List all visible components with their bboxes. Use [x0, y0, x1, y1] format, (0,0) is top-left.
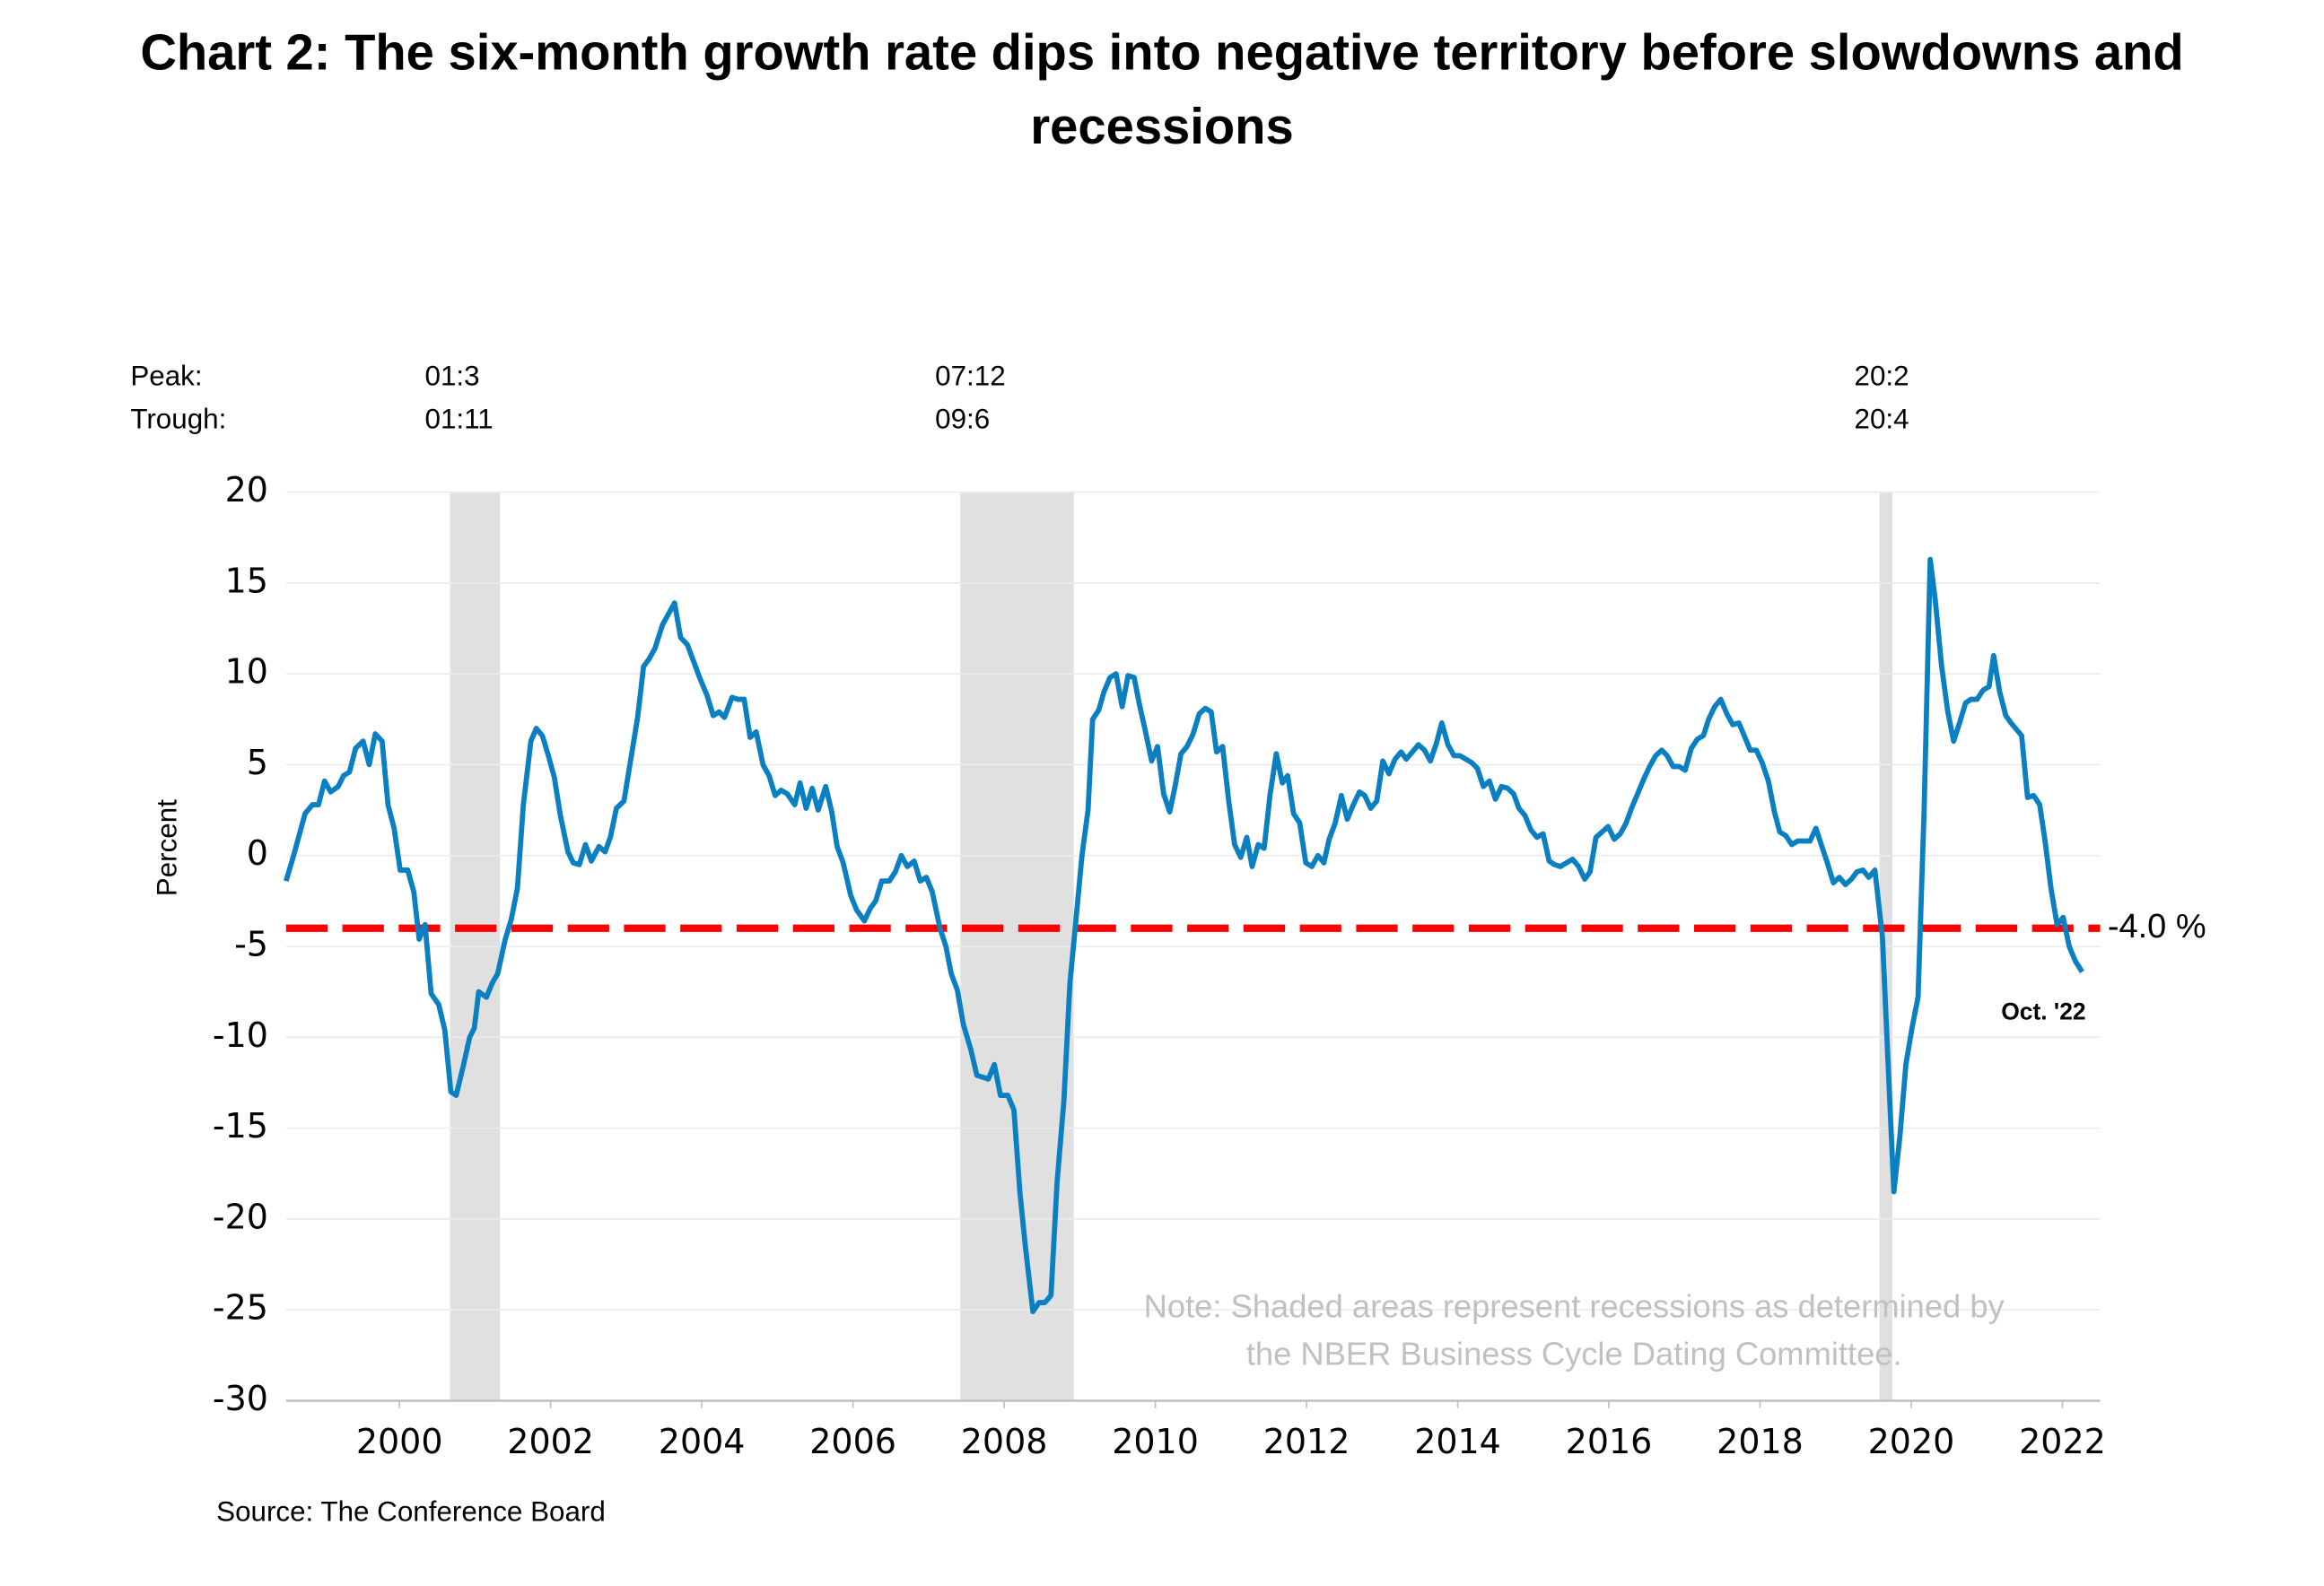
x-tick-label: 2006 — [809, 1422, 896, 1461]
y-tick-label: -30 — [213, 1379, 268, 1418]
y-tick-label: 15 — [225, 561, 268, 600]
x-tick-label: 2020 — [1868, 1422, 1955, 1461]
x-tick-label: 2008 — [961, 1422, 1048, 1461]
recession-peak: 20:2 — [1855, 361, 1909, 392]
x-tick-label: 2022 — [2019, 1422, 2106, 1461]
chart-title: Chart 2: The six-month growth rate dips … — [140, 24, 2183, 81]
y-tick-label: -5 — [234, 925, 268, 964]
y-tick-label: -15 — [213, 1106, 268, 1146]
x-tick-label: 2012 — [1263, 1422, 1350, 1461]
peak-label: Peak: — [130, 361, 202, 392]
x-tick-label: 2018 — [1717, 1422, 1804, 1461]
note: the NBER Business Cycle Dating Committee… — [1246, 1335, 1902, 1372]
x-tick-label: 2000 — [356, 1422, 443, 1461]
x-tick-label: 2010 — [1112, 1422, 1199, 1461]
threshold-label: -4.0 % — [2108, 908, 2206, 946]
y-tick-label: -20 — [213, 1197, 268, 1236]
end-annotation: Oct. '22 — [2001, 998, 2085, 1025]
source: Source: The Conference Board — [216, 1495, 606, 1527]
x-tick-label: 2016 — [1566, 1422, 1653, 1461]
y-tick-label: 0 — [247, 833, 268, 873]
x-tick-label: 2004 — [659, 1422, 746, 1461]
recession-trough: 20:4 — [1855, 404, 1909, 435]
y-tick-label: -10 — [213, 1015, 268, 1055]
y-tick-label: 20 — [225, 470, 268, 510]
y-tick-label: -25 — [213, 1288, 268, 1328]
recession-trough: 09:6 — [935, 404, 990, 435]
y-tick-label: 10 — [225, 652, 268, 692]
recession-peak: 01:3 — [425, 361, 480, 392]
trough-label: Trough: — [130, 404, 226, 435]
note: Note: Shaded areas represent recessions … — [1144, 1288, 2005, 1325]
recession-peak: 07:12 — [935, 361, 1006, 392]
chart-title: recessions — [1030, 98, 1293, 154]
x-tick-label: 2002 — [507, 1422, 594, 1461]
x-tick-label: 2014 — [1414, 1422, 1501, 1461]
recession-trough: 01:11 — [425, 404, 494, 435]
y-axis-label: Percent — [152, 799, 183, 896]
y-tick-label: 5 — [247, 743, 268, 782]
series-line — [284, 556, 2084, 1315]
